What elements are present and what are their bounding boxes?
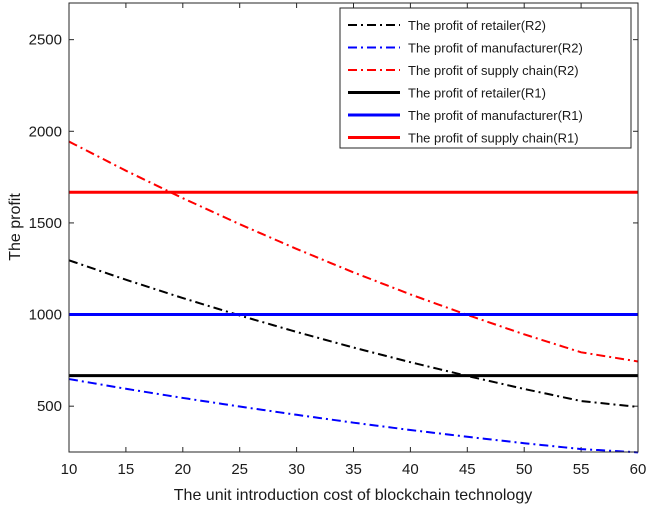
x-tick-label: 45 (459, 461, 476, 478)
x-tick-label: 25 (231, 461, 248, 478)
x-tick-label: 55 (573, 461, 590, 478)
plot-frame (68, 2, 639, 453)
legend-label-3: The profit of supply chain(R2) (408, 63, 579, 78)
legend: The profit of retailer(R2) The profit of … (339, 7, 632, 149)
legend-label-4: The profit of retailer(R1) (408, 86, 546, 101)
y-axis-label: The profit (7, 193, 24, 261)
y-tick-label: 500 (37, 398, 62, 415)
series-line-3 (68, 140, 639, 363)
y-axis-ticks: 500 1000 1500 2000 2500 (29, 32, 638, 415)
y-tick-label: 1500 (29, 215, 62, 232)
legend-box (339, 7, 632, 149)
y-tick-label: 2000 (29, 123, 62, 140)
x-tick-label: 30 (288, 461, 305, 478)
series-line-1 (68, 259, 639, 408)
legend-label-5: The profit of manufacturer(R1) (408, 108, 583, 123)
x-tick-label: 10 (61, 461, 78, 478)
x-tick-label: 50 (516, 461, 533, 478)
legend-label-6: The profit of supply chain(R1) (408, 131, 579, 146)
x-tick-label: 60 (630, 461, 646, 478)
x-tick-label: 40 (402, 461, 419, 478)
y-tick-label: 1000 (29, 307, 62, 324)
x-axis-ticks: 10 15 20 25 30 35 40 45 50 55 60 (61, 3, 646, 478)
series-layer (68, 140, 639, 454)
x-tick-label: 35 (345, 461, 362, 478)
series-line-2 (68, 378, 639, 454)
legend-label-2: The profit of manufacturer(R2) (408, 41, 583, 56)
legend-label-1: The profit of retailer(R2) (408, 18, 546, 33)
x-tick-label: 20 (174, 461, 191, 478)
y-tick-label: 2500 (29, 32, 62, 49)
x-axis-label: The unit introduction cost of blockchain… (174, 487, 532, 504)
x-tick-label: 15 (118, 461, 135, 478)
